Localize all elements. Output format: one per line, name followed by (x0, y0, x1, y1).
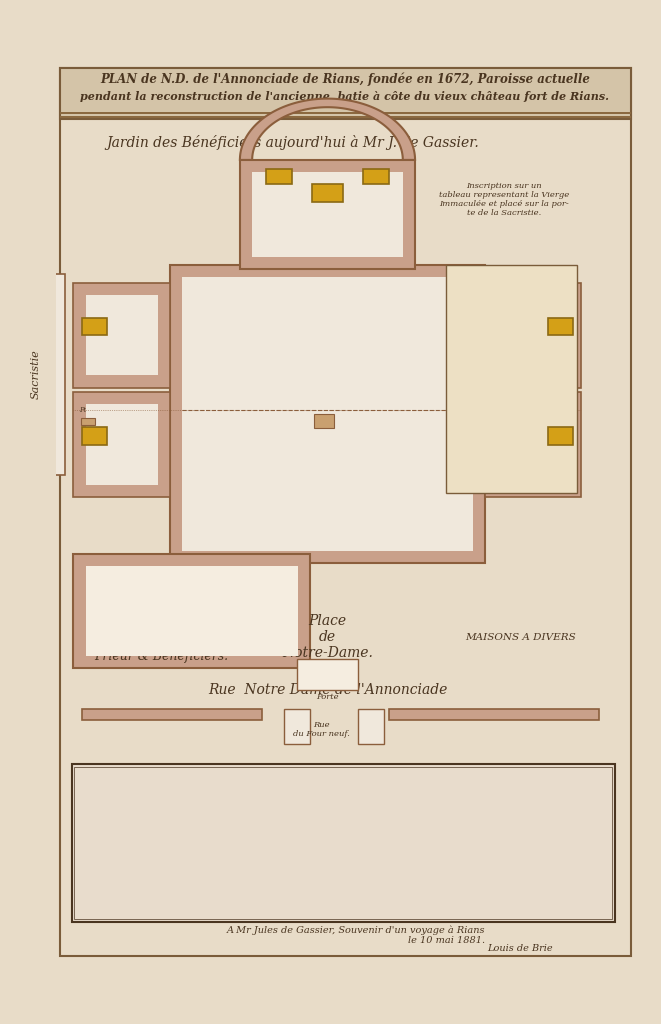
Text: Porte: Porte (79, 406, 98, 414)
Bar (82, 317, 107, 335)
Bar (0, 273, 3, 449)
Bar (170, 265, 485, 563)
Text: Chapelle
de
N.Dame
de
Misericorde.: Chapelle de N.Dame de Misericorde. (504, 305, 563, 356)
Bar (312, 184, 343, 202)
Text: Chapelle
du
Saint
Esprit.: Chapelle du Saint Esprit. (102, 420, 142, 460)
Bar (315, 414, 334, 428)
Text: Jardin des Bénéficiers aujourd'hui à Mr J. de Gassier.: Jardin des Bénéficiers aujourd'hui à Mr … (106, 135, 479, 150)
Bar (73, 554, 310, 668)
Text: pendant la reconstruction de l'ancienne, batie à côte du vieux château fort de R: pendant la reconstruction de l'ancienne,… (81, 91, 609, 102)
Text: Chaire: Chaire (312, 417, 336, 425)
Text: PLAN de N.D. de l'Annonciade de Rians, fondée en 1672, Paroisse actuelle: PLAN de N.D. de l'Annonciade de Rians, f… (100, 73, 590, 86)
Bar (240, 160, 415, 269)
Bar (497, 295, 569, 376)
Bar (548, 427, 572, 444)
Text: TAMBOUR: TAMBOUR (305, 668, 350, 676)
Bar (358, 709, 385, 744)
Bar (73, 283, 170, 388)
Bar (81, 418, 95, 425)
Bar (389, 709, 599, 720)
Text: CLOCHER: CLOCHER (152, 604, 231, 617)
Polygon shape (240, 98, 415, 160)
Bar (485, 392, 582, 497)
Bar (82, 427, 107, 444)
Bar (548, 317, 572, 335)
Bar (86, 295, 157, 376)
Bar (60, 112, 631, 115)
Text: Porte: Porte (316, 693, 339, 700)
Text: Sanctuaire: Sanctuaire (297, 208, 358, 217)
Text: +: + (557, 431, 564, 440)
Text: Chapelle
des
Ames du
Purgatoire.: Chapelle des Ames du Purgatoire. (96, 310, 147, 351)
Text: Rue  Notre Dame de l'Annonciade: Rue Notre Dame de l'Annonciade (208, 683, 447, 696)
Bar (284, 709, 310, 744)
Text: Ancien logement
des
Prieur & Bénéficiers.: Ancien logement des Prieur & Bénéficiers… (94, 620, 228, 664)
Bar (75, 767, 612, 920)
Text: Place
de
Notre-Dame.: Place de Notre-Dame. (282, 614, 373, 660)
Bar (297, 659, 358, 690)
Text: L'église N.D. de l'Annonciade renferme dans la Chap. St Pierre un bon portrait d: L'église N.D. de l'Annonciade renferme d… (82, 781, 596, 873)
Bar (446, 265, 577, 493)
Text: Sacristie: Sacristie (31, 349, 41, 399)
Bar (86, 404, 157, 484)
Bar (86, 566, 297, 655)
Bar (8, 273, 65, 475)
Text: +: + (91, 431, 98, 440)
Text: Louis de Brie: Louis de Brie (487, 944, 553, 952)
Bar (60, 116, 631, 118)
Bar (73, 392, 170, 497)
Text: MAISONS A DIVERS: MAISONS A DIVERS (465, 633, 576, 642)
Bar (182, 278, 473, 551)
Text: Rue
du Four neuf.: Rue du Four neuf. (293, 721, 350, 738)
Text: +: + (557, 322, 564, 331)
Text: +: + (275, 172, 284, 181)
Text: +: + (323, 188, 332, 198)
Text: +: + (371, 172, 379, 181)
Text: Chapelle
de
St Pierre: Chapelle de St Pierre (513, 425, 554, 455)
Text: Inscription sur un
tableau representant la Vierge
Immaculée et placé sur la por-: Inscription sur un tableau representant … (440, 181, 570, 217)
Text: +: + (91, 322, 98, 331)
Text: TOTA
PVLCHRA EST
MATER DEI
ET MACVLA
NVNQVAM FVIT
IN TE
SIC SENTIMVS
NEC FALLIMV: TOTA PVLCHRA EST MATER DEI ET MACVLA NVN… (457, 317, 566, 440)
Bar (497, 404, 569, 484)
Text: A Mr Jules de Gassier, Souvenir d'un voyage à Rians
le 10 mai 1881.: A Mr Jules de Gassier, Souvenir d'un voy… (227, 925, 485, 945)
Bar (362, 169, 389, 184)
Bar (60, 68, 631, 119)
Bar (485, 283, 582, 388)
Bar (252, 172, 403, 257)
Bar (266, 169, 292, 184)
Bar (82, 709, 262, 720)
Bar (72, 764, 615, 922)
